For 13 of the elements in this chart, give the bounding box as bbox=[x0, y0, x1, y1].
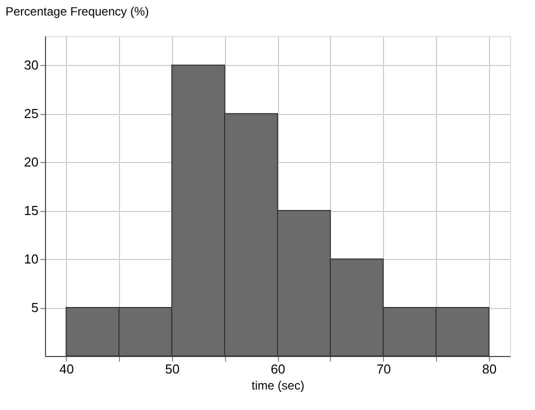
y-tick-label: 20 bbox=[24, 154, 38, 170]
x-axis-title: time (sec) bbox=[252, 378, 304, 392]
y-tick-label: 15 bbox=[24, 203, 38, 218]
x-tick-label: 40 bbox=[59, 362, 74, 376]
x-tick-label: 70 bbox=[376, 362, 391, 376]
y-tick-label: 30 bbox=[24, 58, 38, 73]
y-tick-label: 5 bbox=[31, 300, 38, 316]
x-tick-label: 50 bbox=[165, 362, 180, 376]
x-tick-label: 80 bbox=[482, 362, 497, 376]
y-tick-label: 25 bbox=[24, 106, 38, 122]
x-tick-label: 60 bbox=[270, 362, 286, 376]
y-tick-label: 10 bbox=[24, 252, 38, 267]
y-axis-title: Percentage Frequency (%) bbox=[6, 4, 149, 18]
